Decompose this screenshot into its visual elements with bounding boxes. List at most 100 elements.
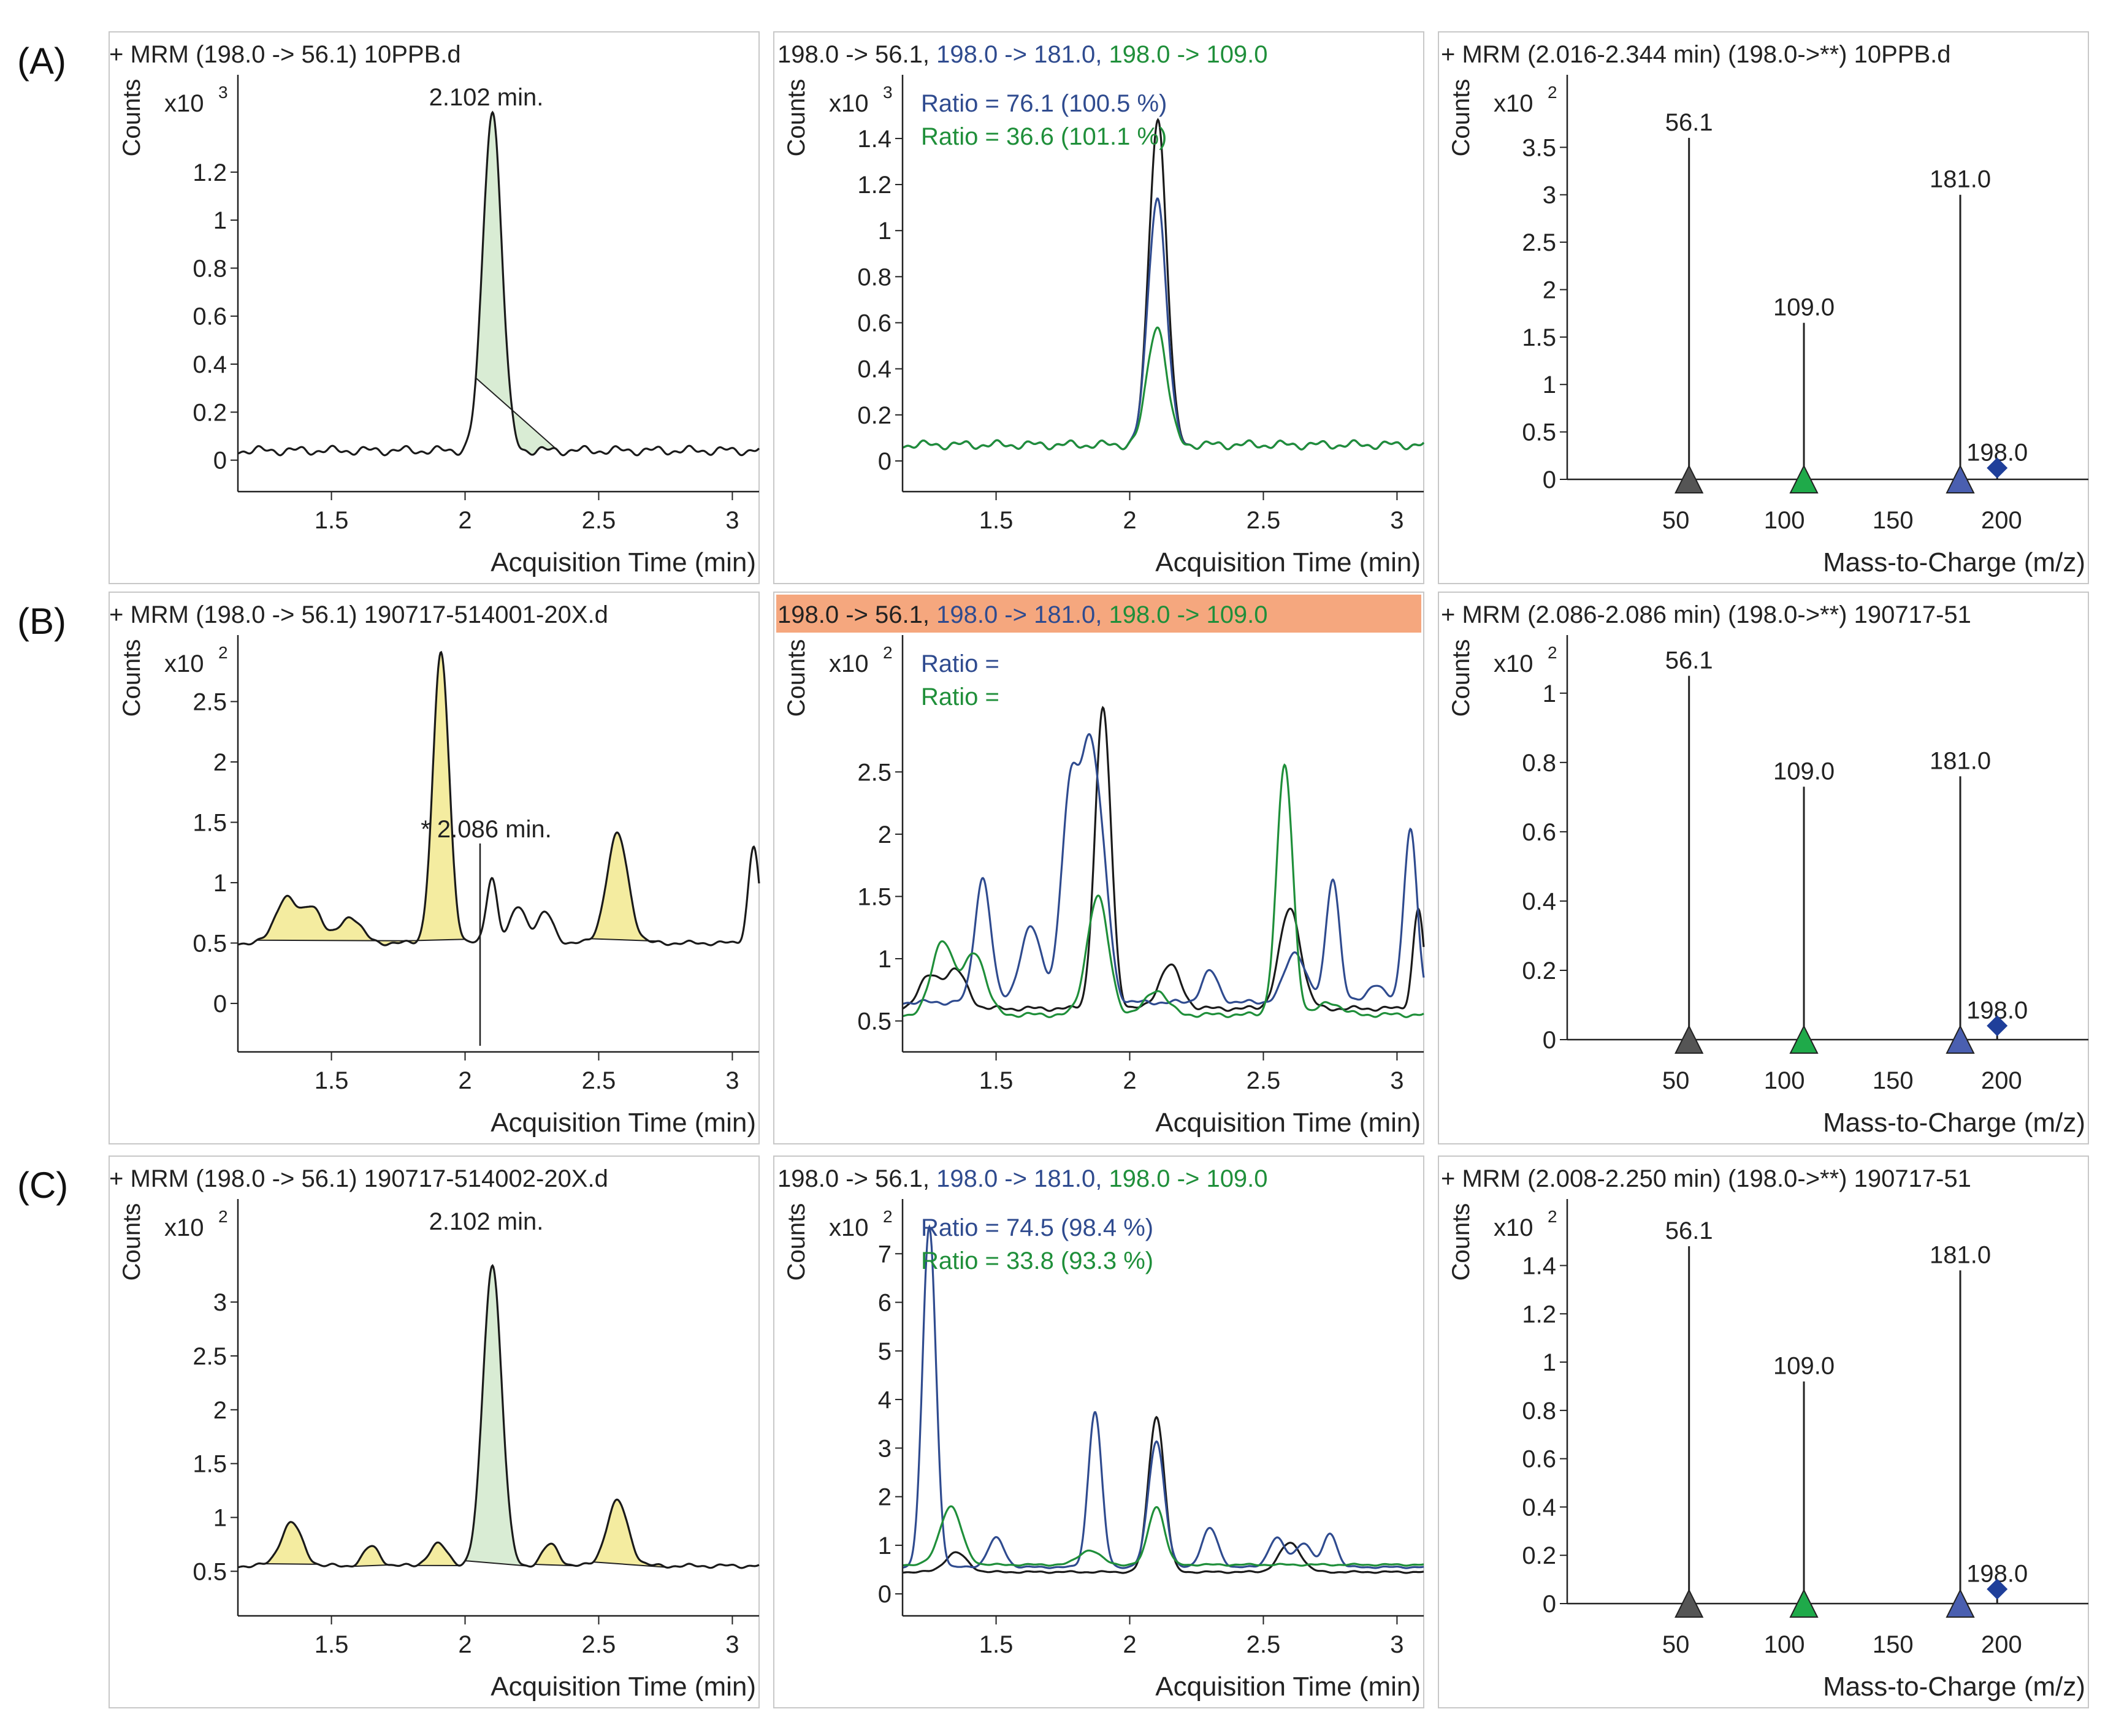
spectrum-peak-label: 109.0 (1773, 1353, 1835, 1380)
y-tick-label: 1 (878, 218, 892, 245)
triangle-marker (1946, 464, 1975, 493)
y-tick-label: 0.5 (1522, 419, 1556, 446)
transition-label: 198.0 -> 109.0 (1109, 41, 1267, 68)
y-axis-label: Counts (118, 1203, 145, 1281)
y-tick-label: 0 (1543, 1027, 1556, 1054)
x-axis-label: Acquisition Time (min) (1155, 1672, 1421, 1702)
y-tick-label: 0 (878, 448, 892, 475)
axis-multiplier-exponent: 2 (883, 643, 893, 662)
panel-title: + MRM (198.0 -> 56.1) 190717-514001-20X.… (109, 601, 608, 628)
y-tick-label: 0 (213, 447, 227, 474)
y-axis-label: Counts (1448, 1203, 1475, 1281)
axis-multiplier-exponent: 2 (1548, 83, 1557, 102)
axis-multiplier: x10 (1494, 1214, 1533, 1241)
axis-multiplier: x10 (829, 1214, 869, 1241)
axis-multiplier-exponent: 2 (1548, 643, 1557, 662)
x-tick-label: 2.5 (582, 1631, 616, 1658)
y-axis-label: Counts (118, 639, 145, 717)
axis-multiplier-exponent: 2 (218, 1207, 228, 1226)
panel-title: + MRM (2.016-2.344 min) (198.0->**) 10PP… (1441, 41, 1951, 68)
y-tick-label: 0 (878, 1581, 892, 1608)
x-tick-label: 2.5 (1247, 1631, 1281, 1658)
axis-multiplier: x10 (829, 650, 869, 677)
series-line-black (902, 706, 1425, 1012)
y-tick-label: 0.6 (857, 310, 892, 337)
ratio-blue-label: Ratio = (921, 650, 999, 677)
x-tick-label: 1.5 (979, 1067, 1014, 1094)
x-tick-label: 150 (1873, 1631, 1914, 1658)
axis-multiplier-exponent: 3 (883, 83, 893, 102)
x-tick-label: 2 (1123, 1631, 1136, 1658)
y-tick-label: 2.5 (857, 759, 892, 786)
qualifier-title: 198.0 -> 56.1, 198.0 -> 181.0, 198.0 -> … (777, 601, 1268, 628)
y-tick-label: 0.8 (1522, 750, 1556, 777)
x-tick-label: 3 (725, 1067, 739, 1094)
y-tick-label: 0.4 (1522, 1494, 1556, 1521)
spectrum-peak-label: 181.0 (1930, 747, 1991, 774)
transition-label: 198.0 -> 181.0 (936, 1165, 1095, 1192)
y-tick-label: 3 (213, 1289, 227, 1316)
spectrum-peak-label: 56.1 (1665, 647, 1713, 674)
y-axis-label: Counts (783, 639, 810, 717)
x-tick-label: 3 (1390, 1631, 1403, 1658)
x-tick-label: 2 (458, 507, 472, 534)
y-tick-label: 1 (878, 946, 892, 973)
panel-frame (1438, 1155, 2089, 1708)
axis-multiplier: x10 (1494, 90, 1533, 117)
spectrum-peak-label: 109.0 (1773, 758, 1835, 785)
peak-retention-annotation: 2.102 min. (429, 1208, 544, 1235)
diamond-marker (1987, 1015, 2008, 1037)
y-tick-label: 2 (1543, 276, 1556, 303)
series-line-green (902, 763, 1424, 1018)
y-tick-label: 0.4 (1522, 888, 1556, 915)
transition-separator: , (923, 41, 936, 68)
axis-multiplier-exponent: 2 (1548, 1207, 1557, 1226)
x-tick-label: 1.5 (315, 1631, 349, 1658)
x-tick-label: 150 (1873, 507, 1914, 534)
transition-label: 198.0 -> 181.0 (936, 601, 1095, 628)
row-label: (A) (17, 40, 66, 82)
y-axis-label: Counts (1448, 79, 1475, 157)
y-tick-label: 7 (878, 1241, 892, 1268)
y-tick-label: 5 (878, 1338, 892, 1365)
y-tick-label: 1.5 (193, 1451, 227, 1478)
y-tick-label: 0.6 (193, 303, 227, 330)
x-tick-label: 100 (1764, 1067, 1805, 1094)
panel-title: + MRM (2.086-2.086 min) (198.0->**) 1907… (1441, 601, 1971, 628)
y-tick-label: 0.8 (857, 264, 892, 291)
transition-separator: , (1095, 1165, 1109, 1192)
x-tick-label: 50 (1662, 507, 1690, 534)
diamond-marker (1987, 1578, 2008, 1600)
axis-multiplier: x10 (1494, 650, 1533, 677)
x-axis-label: Mass-to-Charge (m/z) (1823, 547, 2085, 577)
triangle-marker (1946, 1588, 1975, 1618)
x-tick-label: 2.5 (582, 1067, 616, 1094)
row-label: (B) (17, 601, 66, 642)
x-tick-label: 2 (458, 1631, 472, 1658)
axis-multiplier-exponent: 2 (883, 1207, 893, 1226)
y-tick-label: 1 (213, 1504, 227, 1531)
y-tick-label: 2.5 (1522, 229, 1556, 256)
y-tick-label: 1.4 (1522, 1252, 1556, 1279)
spectrum-peak-label: 181.0 (1930, 166, 1991, 193)
spectrum-peak-label: 109.0 (1773, 294, 1835, 321)
ratio-green-label: Ratio = (921, 683, 999, 710)
transition-label: 198.0 -> 56.1 (777, 41, 923, 68)
x-tick-label: 50 (1662, 1067, 1690, 1094)
series-line-black (237, 110, 760, 457)
y-tick-label: 6 (878, 1290, 892, 1317)
y-tick-label: 1 (1543, 680, 1556, 707)
spectrum-peak-label: 56.1 (1665, 109, 1713, 136)
x-axis-label: Acquisition Time (min) (1155, 1108, 1421, 1138)
y-tick-label: 0 (213, 991, 227, 1018)
title-highlight-bar (776, 595, 1421, 633)
y-tick-label: 2 (878, 1484, 892, 1511)
x-axis-label: Acquisition Time (min) (491, 1108, 756, 1138)
x-tick-label: 3 (725, 507, 739, 534)
y-tick-label: 0 (1543, 466, 1556, 493)
plots-layer: (A) + MRM (198.0 -> 56.1) 10PPB.d Counts x1… (17, 31, 2089, 1708)
x-tick-label: 2.5 (582, 507, 616, 534)
y-tick-label: 1 (213, 870, 227, 897)
ratio-blue-label: Ratio = 76.1 (100.5 %) (921, 90, 1167, 117)
